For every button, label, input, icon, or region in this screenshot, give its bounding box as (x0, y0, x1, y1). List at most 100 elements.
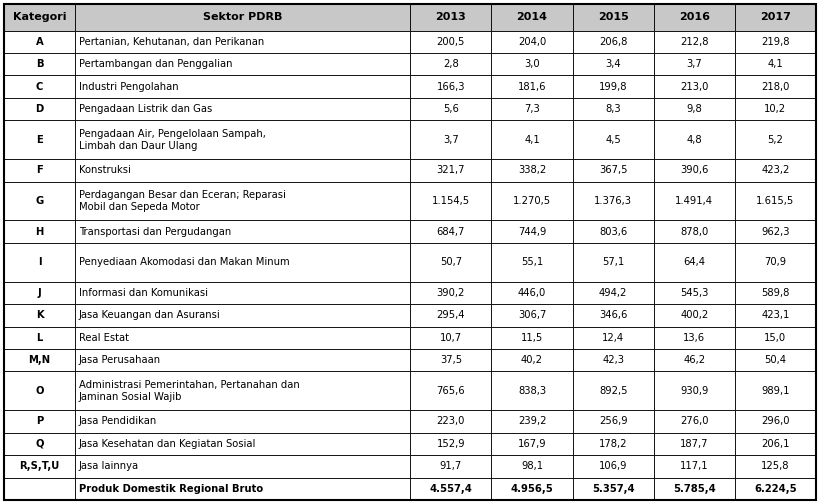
Text: 4,1: 4,1 (767, 59, 782, 69)
Bar (75, 53, 410, 76)
Bar (734, 31, 815, 53)
Bar (734, 243, 815, 282)
Text: B: B (36, 59, 43, 69)
Text: 50,7: 50,7 (439, 257, 461, 267)
Bar (410, 432, 491, 455)
Bar (734, 349, 815, 371)
Text: 803,6: 803,6 (599, 227, 627, 236)
Bar (491, 120, 572, 159)
Text: 166,3: 166,3 (437, 82, 464, 92)
Bar (572, 220, 653, 243)
Bar (653, 98, 734, 120)
Text: 70,9: 70,9 (763, 257, 785, 267)
Text: Jasa lainnya: Jasa lainnya (79, 461, 139, 471)
Text: 390,6: 390,6 (679, 165, 708, 175)
Text: Q: Q (35, 439, 43, 449)
Text: 204,0: 204,0 (518, 37, 545, 47)
Bar (4, 432, 75, 455)
Bar (572, 455, 653, 478)
Text: 106,9: 106,9 (598, 461, 627, 471)
Bar (653, 282, 734, 304)
Text: 12,4: 12,4 (601, 333, 623, 343)
Bar (734, 53, 815, 76)
Bar (491, 327, 572, 349)
Text: Jasa Keuangan dan Asuransi: Jasa Keuangan dan Asuransi (79, 310, 220, 320)
Text: 55,1: 55,1 (520, 257, 542, 267)
Text: 40,2: 40,2 (520, 355, 542, 365)
Bar (75, 371, 410, 410)
Text: 239,2: 239,2 (517, 416, 545, 426)
Bar (75, 31, 410, 53)
Text: 91,7: 91,7 (439, 461, 461, 471)
Bar (734, 159, 815, 181)
Bar (4, 4, 75, 31)
Text: 838,3: 838,3 (518, 386, 545, 396)
Bar (491, 31, 572, 53)
Text: E: E (36, 135, 43, 145)
Bar (4, 349, 75, 371)
Text: 1.615,5: 1.615,5 (755, 196, 794, 206)
Text: 50,4: 50,4 (763, 355, 785, 365)
Bar (491, 76, 572, 98)
Text: 199,8: 199,8 (598, 82, 627, 92)
Bar (653, 4, 734, 31)
Bar (75, 478, 410, 500)
Text: 6.224,5: 6.224,5 (753, 484, 796, 494)
Bar (410, 282, 491, 304)
Text: Konstruksi: Konstruksi (79, 165, 130, 175)
Bar (491, 98, 572, 120)
Text: 218,0: 218,0 (760, 82, 789, 92)
Bar (572, 243, 653, 282)
Bar (653, 432, 734, 455)
Text: C: C (36, 82, 43, 92)
Bar (572, 349, 653, 371)
Text: 1.491,4: 1.491,4 (675, 196, 713, 206)
Bar (653, 304, 734, 327)
Text: 206,8: 206,8 (598, 37, 627, 47)
Text: 11,5: 11,5 (520, 333, 542, 343)
Text: 5.785,4: 5.785,4 (672, 484, 715, 494)
Text: Pertambangan dan Penggalian: Pertambangan dan Penggalian (79, 59, 232, 69)
Bar (572, 159, 653, 181)
Text: 178,2: 178,2 (598, 439, 627, 449)
Bar (75, 349, 410, 371)
Text: 744,9: 744,9 (518, 227, 545, 236)
Text: 152,9: 152,9 (436, 439, 464, 449)
Text: Kategori: Kategori (12, 12, 66, 22)
Text: 1.270,5: 1.270,5 (513, 196, 550, 206)
Bar (491, 478, 572, 500)
Bar (75, 159, 410, 181)
Bar (4, 478, 75, 500)
Bar (734, 410, 815, 432)
Text: 423,1: 423,1 (760, 310, 789, 320)
Bar (734, 120, 815, 159)
Text: 423,2: 423,2 (760, 165, 789, 175)
Text: 213,0: 213,0 (679, 82, 708, 92)
Text: 1.376,3: 1.376,3 (594, 196, 631, 206)
Bar (410, 243, 491, 282)
Bar (410, 120, 491, 159)
Bar (653, 243, 734, 282)
Text: 5,2: 5,2 (767, 135, 782, 145)
Text: 42,3: 42,3 (601, 355, 623, 365)
Text: 878,0: 878,0 (679, 227, 708, 236)
Bar (75, 304, 410, 327)
Text: 930,9: 930,9 (679, 386, 708, 396)
Text: 125,8: 125,8 (760, 461, 789, 471)
Text: 37,5: 37,5 (439, 355, 461, 365)
Bar (410, 181, 491, 220)
Text: F: F (36, 165, 43, 175)
Bar (734, 282, 815, 304)
Text: R,S,T,U: R,S,T,U (20, 461, 60, 471)
Bar (572, 181, 653, 220)
Bar (75, 432, 410, 455)
Bar (491, 282, 572, 304)
Bar (734, 98, 815, 120)
Bar (491, 349, 572, 371)
Bar (572, 410, 653, 432)
Bar (410, 98, 491, 120)
Bar (4, 98, 75, 120)
Text: 57,1: 57,1 (601, 257, 623, 267)
Text: Administrasi Pemerintahan, Pertanahan dan
Jaminan Sosial Wajib: Administrasi Pemerintahan, Pertanahan da… (79, 380, 299, 402)
Bar (653, 31, 734, 53)
